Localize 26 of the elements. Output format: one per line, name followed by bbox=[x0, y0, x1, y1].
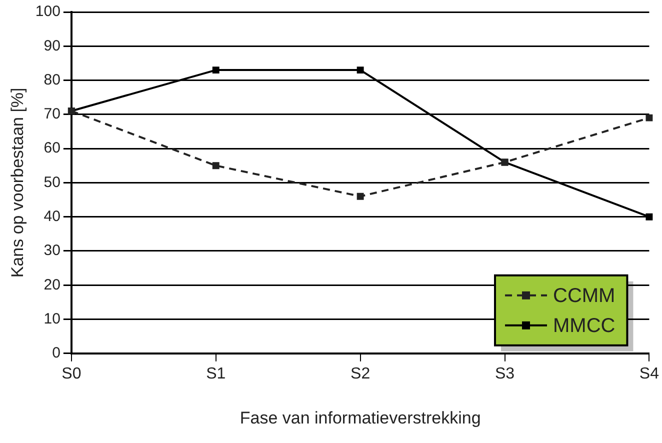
y-tick-label: 10 bbox=[44, 310, 60, 328]
point bbox=[646, 213, 653, 220]
point bbox=[356, 66, 364, 74]
y-tick-label: 90 bbox=[44, 37, 60, 54]
y-tick-label: 40 bbox=[44, 208, 60, 225]
point bbox=[212, 162, 220, 170]
y-tick-label: 20 bbox=[44, 276, 60, 294]
legend-label: CCMM bbox=[553, 284, 616, 307]
y-tick-label: 60 bbox=[44, 140, 60, 157]
x-tick-label: S1 bbox=[206, 365, 226, 382]
point bbox=[212, 66, 220, 74]
y-tick-label: 70 bbox=[44, 106, 60, 123]
x-axis-title: Fase van informatieverstrekking bbox=[240, 408, 481, 428]
x-tick-label: S0 bbox=[62, 365, 82, 382]
y-tick-label: 80 bbox=[44, 71, 60, 88]
x-tick-label: S2 bbox=[350, 365, 370, 382]
x-tick-label: S3 bbox=[494, 365, 515, 382]
y-tick-label: 30 bbox=[44, 242, 60, 260]
y-tick-label: 0 bbox=[52, 344, 60, 362]
y-axis-title: Kans op voorbestaan [%] bbox=[8, 88, 27, 278]
point bbox=[356, 192, 364, 200]
x-tick-label: S4 bbox=[639, 365, 660, 382]
legend-label: MMCC bbox=[553, 314, 616, 337]
point bbox=[646, 114, 653, 122]
y-tick-label: 50 bbox=[44, 174, 60, 191]
y-tick-label: 100 bbox=[35, 3, 60, 20]
